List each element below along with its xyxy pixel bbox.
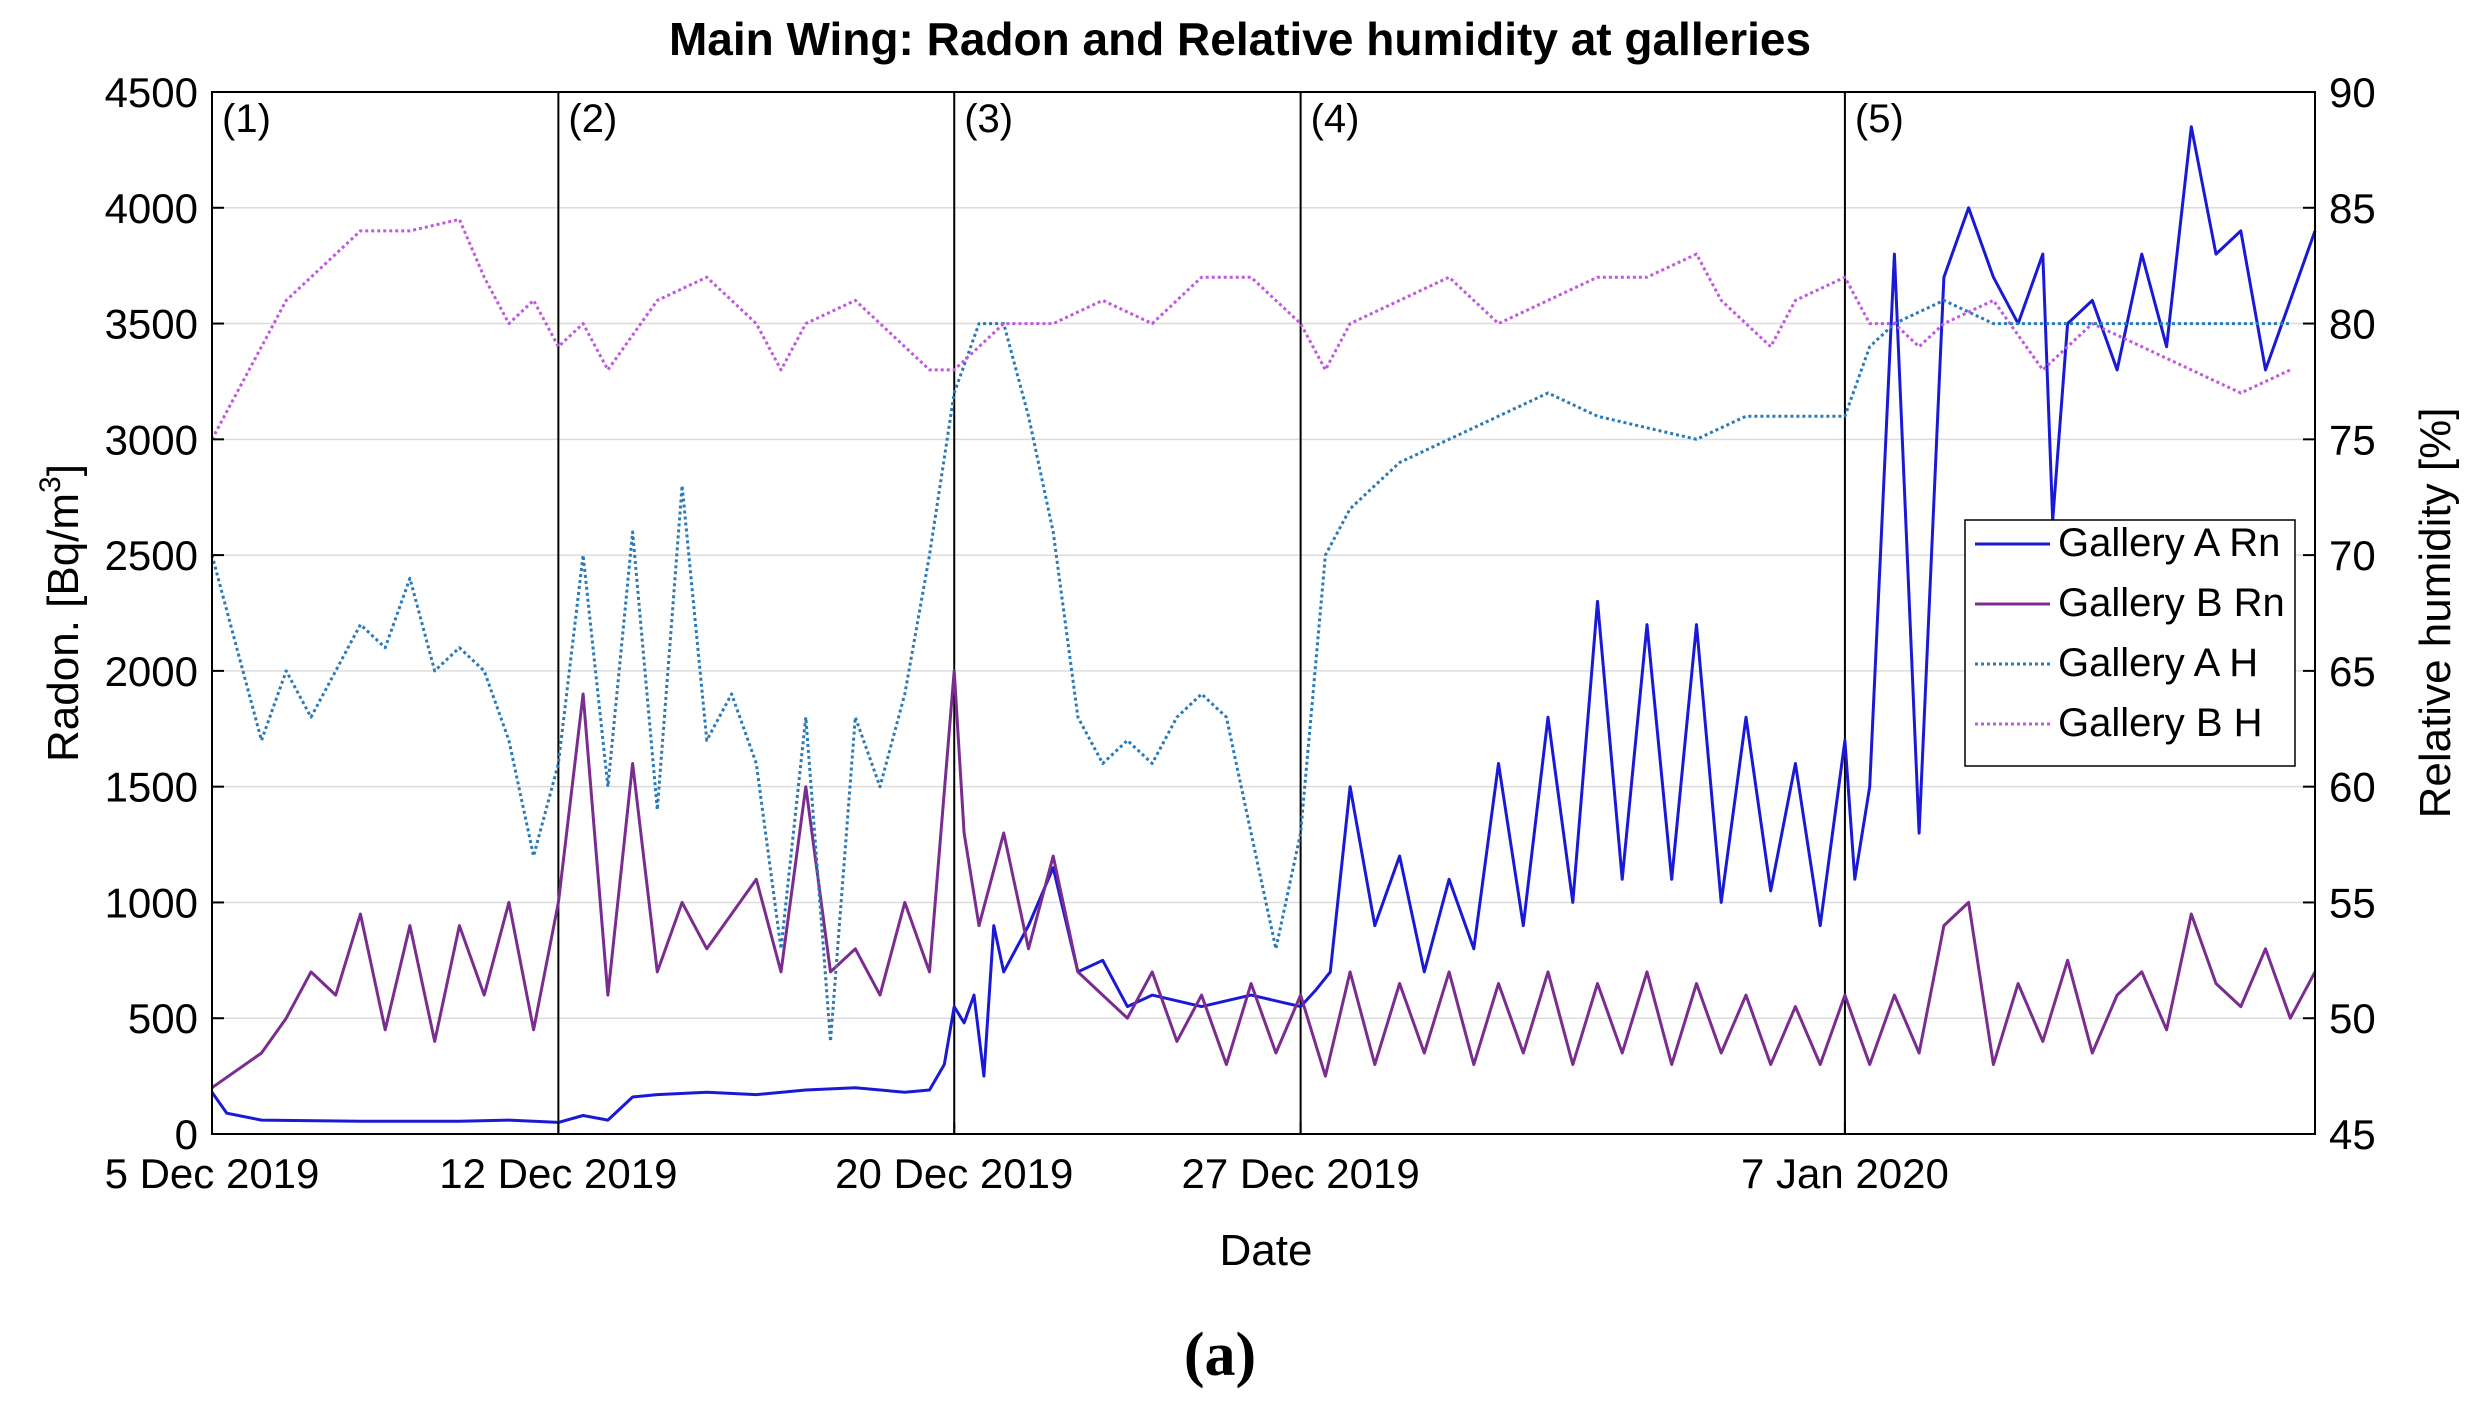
right-y-tick-label: 80 [2329,301,2376,348]
left-y-tick-label: 0 [175,1111,198,1158]
grid-layer [212,207,2315,1019]
figure-caption: (a) [1184,1321,1256,1389]
left-y-tick-label: 2000 [105,648,198,695]
phase-label: (1) [222,97,271,141]
right-y-tick-label: 60 [2329,764,2376,811]
plot-frame [211,91,2316,1135]
legend-label: Gallery B H [2058,701,2263,745]
x-tick-label: 27 Dec 2019 [1182,1150,1420,1197]
axis-layer: 0 500 1000 1500 2000 2500 3000 3500 4000 4500 45 50… [105,69,2376,1197]
legend-label: Gallery A Rn [2058,521,2280,565]
legend-label: Gallery B Rn [2058,581,2285,625]
left-y-axis-label-end: ] [39,464,88,476]
x-tick-label: 5 Dec 2019 [105,1150,320,1197]
right-y-tick-label: 50 [2329,995,2376,1042]
left-y-axis-label-superscript: 3 [34,476,67,493]
phase-label: (3) [964,97,1013,141]
series-line [210,217,2291,441]
x-tick-label: 12 Dec 2019 [439,1150,677,1197]
phase-layer: (1) (2) (3) (4) (5) [222,92,1904,1134]
left-y-tick-label: 2500 [105,532,198,579]
left-y-tick-label: 500 [128,995,198,1042]
legend-entries: Gallery A Rn Gallery B Rn Gallery A H Galle… [1975,521,2285,745]
left-y-tick-label: 4500 [105,69,198,116]
chart-title: Main Wing: Radon and Relative humidity a… [669,13,1811,65]
phase-label: (4) [1311,97,1360,141]
left-y-tick-label: 3500 [105,301,198,348]
right-y-tick-label: 65 [2329,648,2376,695]
series-line [210,298,2291,1043]
right-y-tick-label: 85 [2329,185,2376,232]
right-y-tick-label: 75 [2329,416,2376,463]
left-y-tick-label: 1000 [105,879,198,926]
right-y-tick-label: 70 [2329,532,2376,579]
right-y-tick-label: 90 [2329,69,2376,116]
left-y-tick-label: 4000 [105,185,198,232]
x-axis-label: Date [1220,1226,1313,1275]
left-y-axis-label-text: Radon. [Bq/m [39,493,88,762]
legend-label: Gallery A H [2058,641,2258,685]
left-y-axis-label: Radon. [Bq/m3] [34,464,88,762]
left-y-tick-label: 3000 [105,416,198,463]
x-tick-label: 20 Dec 2019 [835,1150,1073,1197]
phase-label: (5) [1855,97,1904,141]
left-y-tick-label: 1500 [105,764,198,811]
phase-label: (2) [568,97,617,141]
right-y-tick-label: 55 [2329,879,2376,926]
x-tick-label: 7 Jan 2020 [1741,1150,1949,1197]
series-layer [210,125,2317,1124]
right-y-axis-label: Relative humidity [%] [2411,408,2460,819]
series-line [211,669,2317,1089]
right-y-tick-label: 45 [2329,1111,2376,1158]
legend: Gallery A Rn Gallery B Rn Gallery A H Galle… [1964,519,2296,767]
series-line [210,125,2317,1124]
